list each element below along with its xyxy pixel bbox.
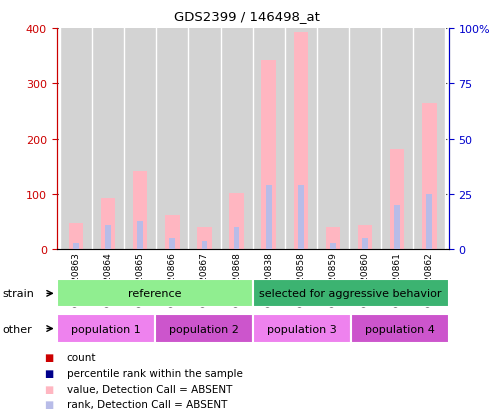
Bar	[73, 243, 79, 250]
Bar	[426, 195, 432, 250]
Bar	[57, 315, 155, 343]
Bar	[390, 150, 404, 250]
Bar	[138, 221, 143, 250]
Bar	[69, 224, 83, 250]
Text: population 3: population 3	[267, 324, 337, 334]
Bar	[234, 228, 240, 250]
Bar	[234, 228, 240, 250]
Bar	[202, 241, 208, 250]
Bar	[197, 228, 211, 250]
Bar	[155, 315, 252, 343]
Text: reference: reference	[128, 289, 181, 299]
Bar	[165, 216, 179, 250]
Bar	[261, 61, 276, 250]
Bar	[133, 171, 147, 250]
Bar	[253, 29, 285, 250]
Bar	[349, 29, 381, 250]
Bar	[298, 186, 304, 250]
Text: population 2: population 2	[169, 324, 239, 334]
Bar	[266, 186, 272, 250]
Bar	[390, 150, 404, 250]
Bar	[101, 199, 115, 250]
Text: count: count	[67, 352, 96, 362]
Text: ■: ■	[44, 399, 54, 409]
Bar	[326, 228, 340, 250]
Bar	[69, 224, 83, 250]
Text: other: other	[2, 324, 32, 334]
Bar	[101, 199, 115, 250]
Text: ■: ■	[44, 384, 54, 394]
Bar	[124, 29, 156, 250]
Bar	[188, 29, 220, 250]
Bar	[362, 239, 368, 250]
Bar	[330, 243, 336, 250]
Text: GDS2399 / 146498_at: GDS2399 / 146498_at	[174, 10, 319, 23]
Bar	[133, 171, 147, 250]
Bar	[294, 33, 308, 250]
Bar	[252, 280, 449, 308]
Bar	[57, 280, 252, 308]
Bar	[229, 194, 244, 250]
Text: percentile rank within the sample: percentile rank within the sample	[67, 368, 243, 378]
Bar	[105, 225, 111, 250]
Text: population 4: population 4	[365, 324, 434, 334]
Bar	[351, 315, 449, 343]
Bar	[285, 29, 317, 250]
Bar	[156, 29, 188, 250]
Bar	[330, 243, 336, 250]
Text: value, Detection Call = ABSENT: value, Detection Call = ABSENT	[67, 384, 232, 394]
Bar	[298, 186, 304, 250]
Bar	[422, 104, 437, 250]
Text: ■: ■	[44, 352, 54, 362]
Bar	[358, 225, 372, 250]
Bar	[170, 239, 175, 250]
Bar	[170, 239, 175, 250]
Bar	[326, 228, 340, 250]
Bar	[394, 206, 400, 250]
Text: population 1: population 1	[71, 324, 141, 334]
Bar	[426, 195, 432, 250]
Bar	[252, 315, 351, 343]
Bar	[197, 228, 211, 250]
Bar	[138, 221, 143, 250]
Text: strain: strain	[2, 289, 35, 299]
Bar	[422, 104, 437, 250]
Bar	[105, 225, 111, 250]
Bar	[381, 29, 413, 250]
Text: ■: ■	[44, 368, 54, 378]
Bar	[358, 225, 372, 250]
Bar	[60, 29, 92, 250]
Bar	[220, 29, 253, 250]
Bar	[266, 186, 272, 250]
Bar	[92, 29, 124, 250]
Text: rank, Detection Call = ABSENT: rank, Detection Call = ABSENT	[67, 399, 227, 409]
Bar	[73, 243, 79, 250]
Bar	[317, 29, 349, 250]
Bar	[229, 194, 244, 250]
Bar	[394, 206, 400, 250]
Text: selected for aggressive behavior: selected for aggressive behavior	[259, 289, 442, 299]
Bar	[294, 33, 308, 250]
Bar	[261, 61, 276, 250]
Bar	[362, 239, 368, 250]
Bar	[202, 241, 208, 250]
Bar	[413, 29, 445, 250]
Bar	[165, 216, 179, 250]
